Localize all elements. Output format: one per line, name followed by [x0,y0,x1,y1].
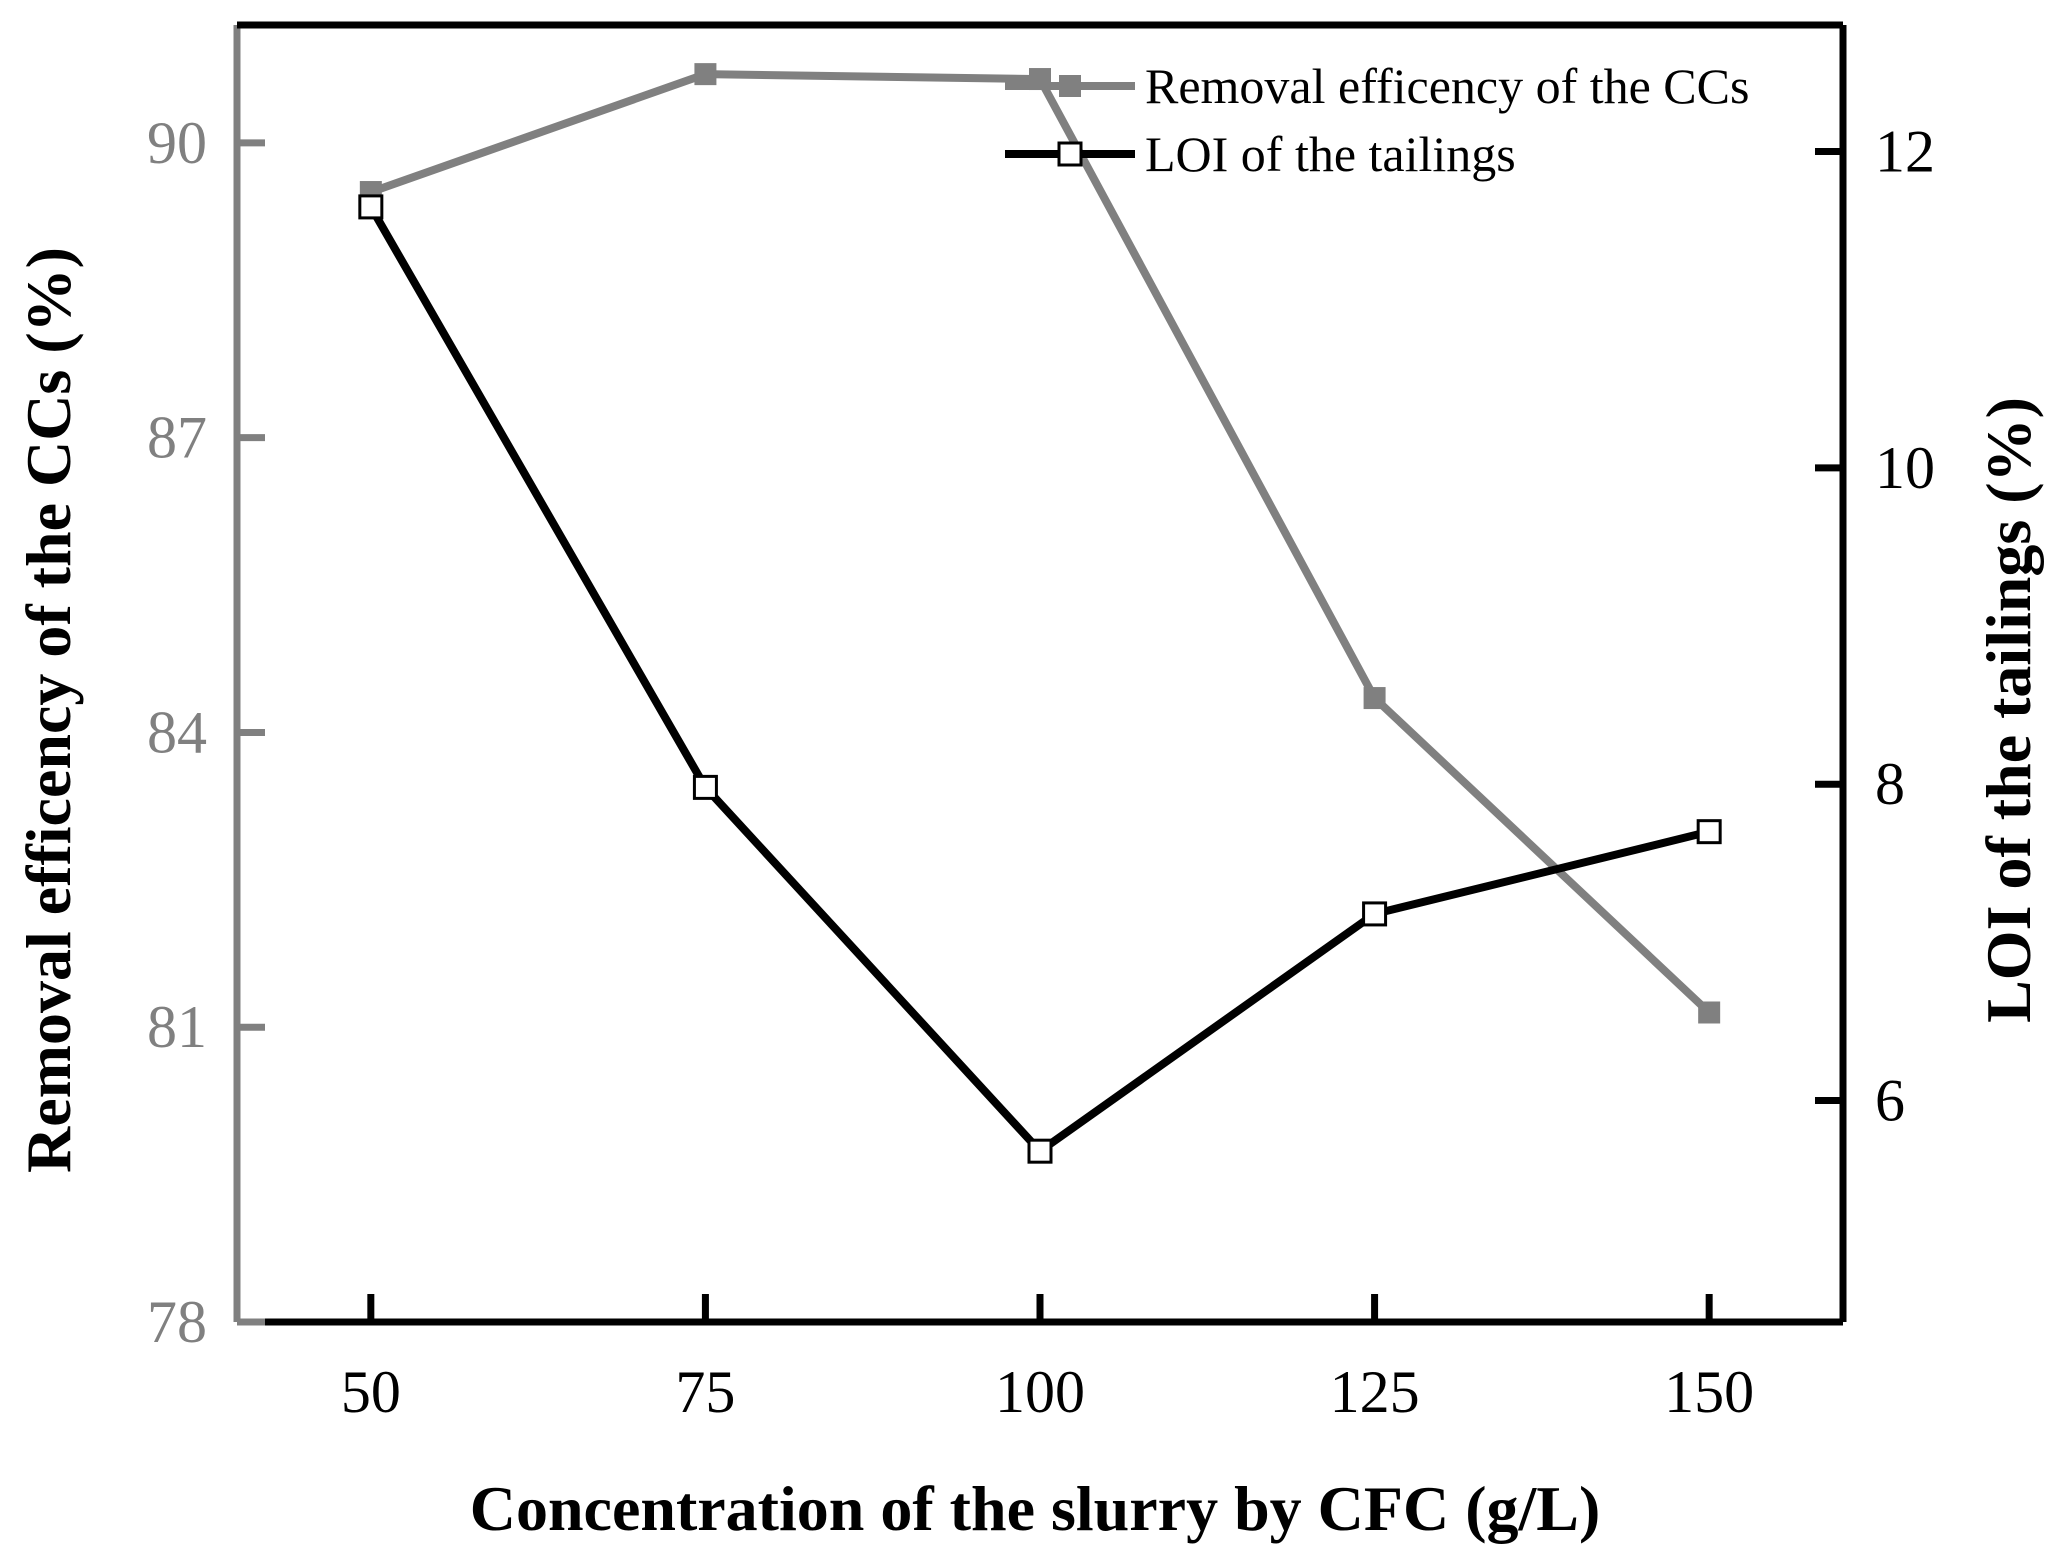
y-right-tick-label: 10 [1875,435,1935,501]
y-left-tick-label: 84 [147,699,207,765]
y-right-tick-label: 8 [1875,751,1905,817]
loi-tailings-point [1362,901,1388,927]
y-left-tick-label: 90 [147,110,207,176]
loi-tailings-point [358,194,384,220]
removal-efficiency-point [1363,687,1386,710]
y-axis-right-label: LOI of the tailings (%) [1973,397,2044,1023]
loi-tailings-point [692,774,718,800]
removal-efficiency-point [694,63,717,86]
plot-frame [233,21,1847,1326]
y-axis-left-label: Removal efficency of the CCs (%) [13,247,84,1173]
loi-tailings-point [1696,819,1722,845]
series-markers [358,63,1722,1164]
legend-loi-tailings-marker [1057,141,1083,167]
series-lines [367,70,1712,1157]
x-tick-label: 75 [675,1359,735,1425]
x-axis-label: Concentration of the slurry by CFC (g/L) [470,1473,1601,1544]
y-left-tick-label: 81 [147,994,207,1060]
axis-ticks: 50 75 100 125 150 78 81 84 87 90 6 8 10 12 [147,110,1935,1425]
legend-removal-efficiency-marker [1059,75,1081,97]
removal-efficiency-line [369,70,1712,1016]
loi-tailings-point [1027,1138,1053,1164]
y-right-tick-label: 6 [1875,1068,1905,1134]
x-tick-label: 100 [995,1359,1085,1425]
legend: Removal efficency of the CCs LOI of the t… [1005,58,1749,182]
removal-efficiency-point [1698,1001,1721,1024]
x-tick-label: 50 [341,1359,401,1425]
x-tick-label: 150 [1664,1359,1754,1425]
y-left-tick-label: 78 [147,1289,207,1355]
y-left-tick-label: 87 [147,405,207,471]
legend-loi-tailings-label: LOI of the tailings [1145,126,1516,182]
loi-tailings-line [367,204,1711,1157]
legend-removal-efficiency-label: Removal efficency of the CCs [1145,58,1749,114]
y-right-tick-label: 12 [1875,119,1935,185]
x-tick-label: 125 [1330,1359,1420,1425]
